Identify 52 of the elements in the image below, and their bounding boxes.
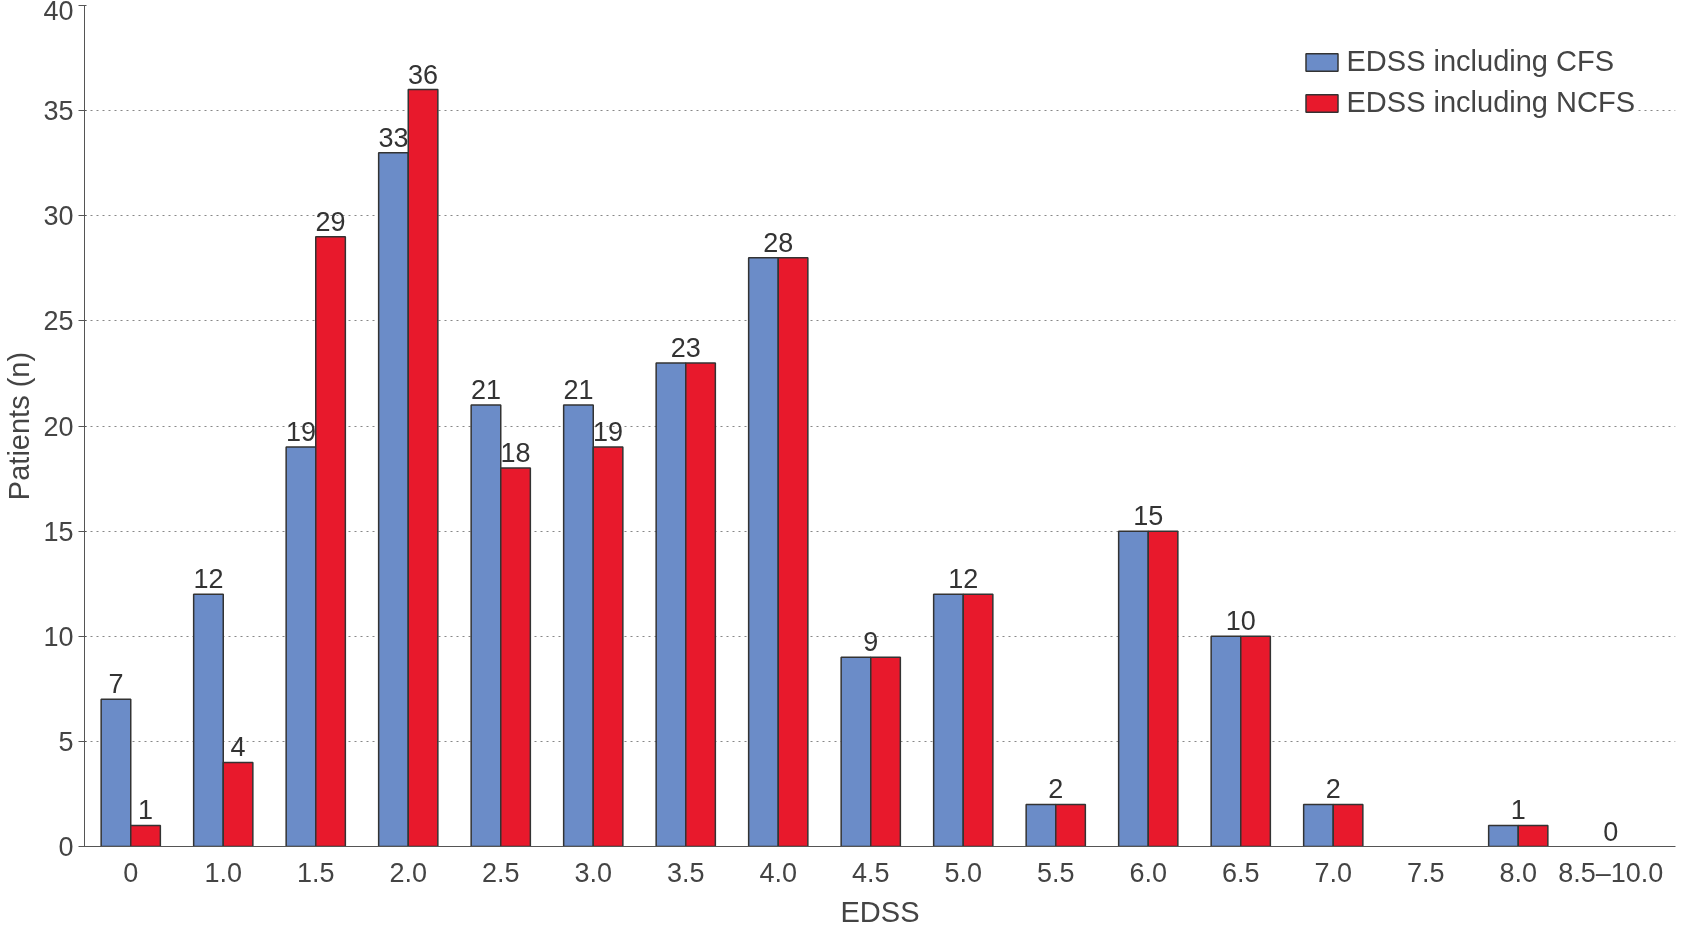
- data-label: 1: [1510, 795, 1526, 826]
- x-tick-label: 5.0: [944, 857, 983, 888]
- x-tick-label: 2.5: [481, 857, 520, 888]
- data-label: 23: [670, 332, 701, 363]
- y-tick-label: 40: [43, 0, 74, 26]
- x-tick-label: 1.5: [296, 857, 335, 888]
- y-tick-label: 0: [58, 832, 74, 862]
- data-label: 21: [563, 374, 594, 405]
- y-tick-label: 30: [43, 201, 74, 232]
- data-label: 12: [948, 564, 979, 595]
- data-label: 10: [1225, 606, 1256, 637]
- x-tick-label: 8.0: [1499, 857, 1538, 888]
- x-tick-label: 5.5: [1036, 857, 1075, 888]
- x-tick-label: 0: [123, 857, 139, 888]
- x-tick-label: 6.0: [1129, 857, 1168, 888]
- y-tick-label: 35: [43, 96, 74, 127]
- data-label: 28: [763, 227, 794, 258]
- y-tick-label: 15: [43, 516, 74, 547]
- x-tick-label: 4.0: [759, 857, 798, 888]
- data-label: 36: [408, 59, 439, 90]
- data-label: 12: [193, 564, 224, 595]
- y-tick-label: 5: [58, 726, 74, 757]
- x-tick-label: 4.5: [851, 857, 890, 888]
- legend-label: EDSS including CFS: [1346, 45, 1615, 78]
- y-tick-label: 10: [43, 621, 74, 652]
- data-label: 15: [1133, 501, 1164, 532]
- x-tick-label: 1.0: [204, 857, 243, 888]
- data-label: 19: [285, 417, 316, 448]
- data-label: 21: [470, 374, 501, 405]
- data-label: 29: [315, 206, 346, 237]
- data-label: 33: [378, 122, 409, 153]
- x-tick-label: 2.0: [389, 857, 428, 888]
- x-tick-label: 7.0: [1314, 857, 1353, 888]
- data-label: 19: [593, 417, 624, 448]
- x-tick-label: 6.5: [1221, 857, 1260, 888]
- y-axis-title: Patients (n): [3, 351, 36, 501]
- data-label: 1: [138, 795, 154, 826]
- data-label: 9: [863, 627, 879, 658]
- data-label: 4: [230, 732, 246, 763]
- y-tick-label: 20: [43, 411, 74, 442]
- legend-label: EDSS including NCFS: [1346, 86, 1635, 119]
- x-tick-label: 8.5–10.0: [1558, 857, 1664, 888]
- x-tick-label: 3.5: [666, 857, 705, 888]
- x-tick-label: 7.5: [1406, 857, 1445, 888]
- x-tick-label: 3.0: [574, 857, 613, 888]
- data-label: 7: [108, 669, 124, 700]
- data-label: 18: [500, 438, 531, 469]
- y-tick-label: 25: [43, 306, 74, 337]
- data-label: 2: [1325, 774, 1341, 805]
- data-label: 0: [1603, 816, 1619, 847]
- data-label: 2: [1048, 774, 1064, 805]
- x-axis-title: EDSS: [840, 895, 920, 928]
